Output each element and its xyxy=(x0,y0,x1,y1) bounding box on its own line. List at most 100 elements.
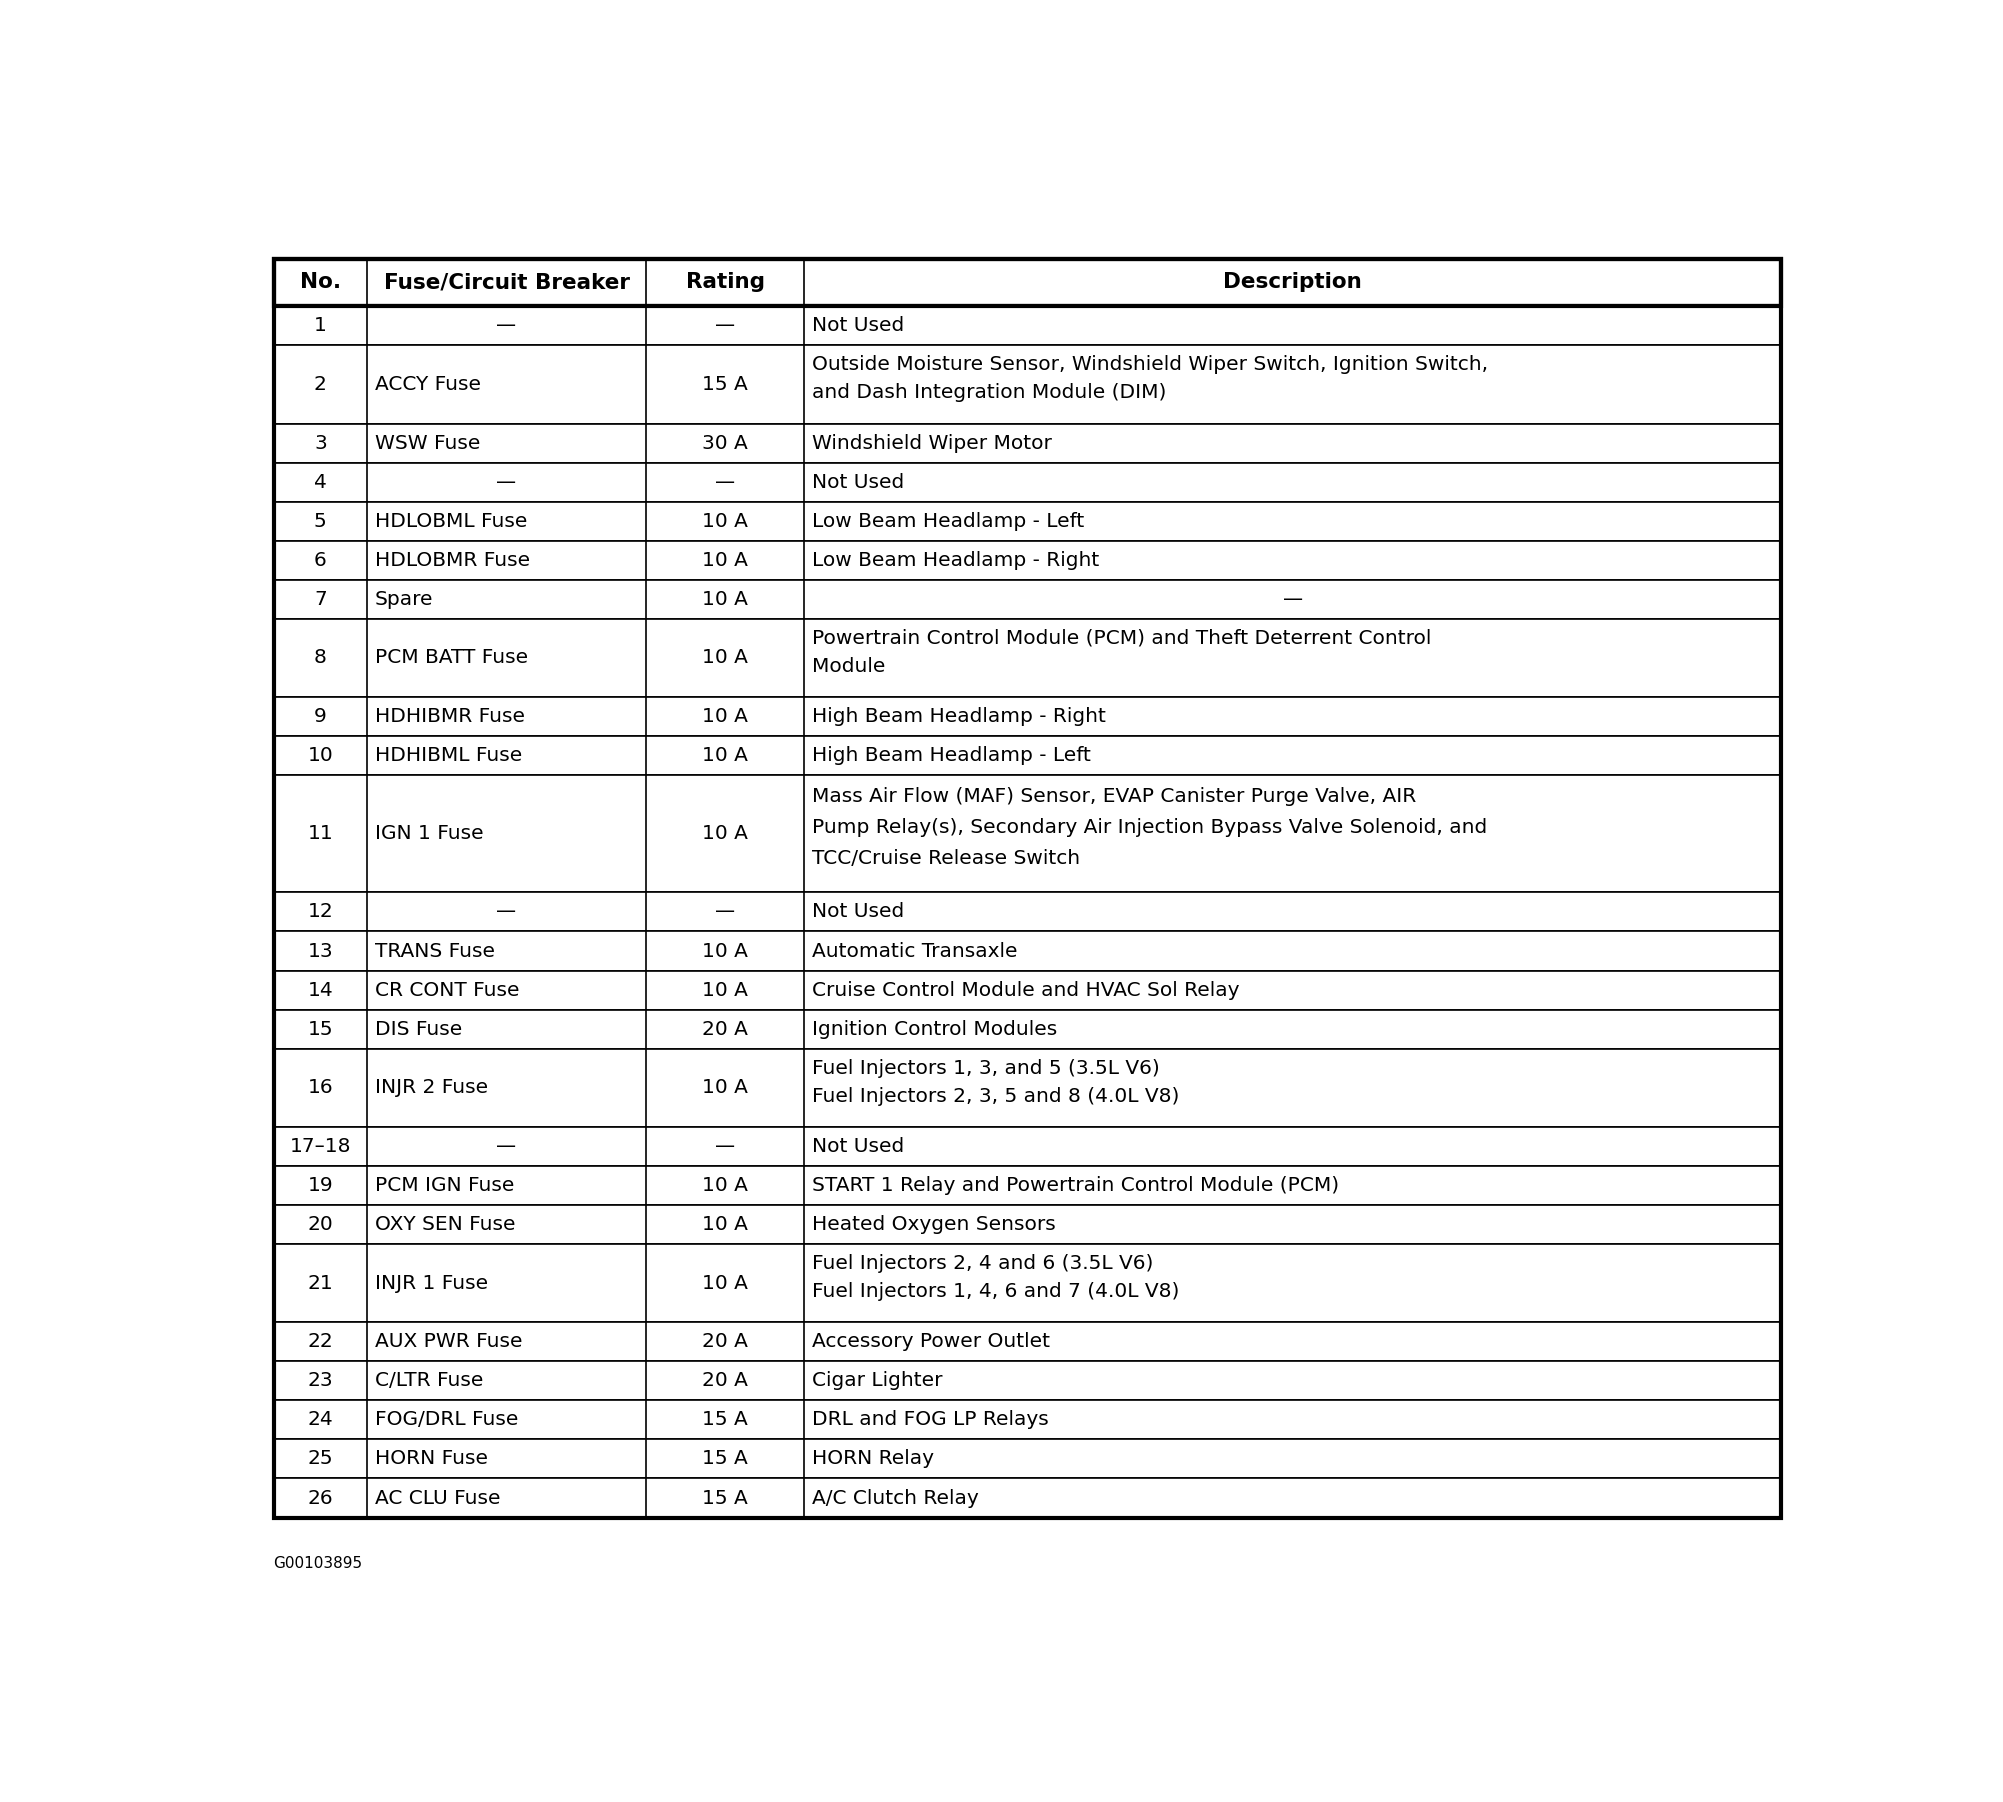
Text: —: — xyxy=(497,1137,517,1155)
Text: Module: Module xyxy=(811,658,885,676)
Text: 20 A: 20 A xyxy=(703,1332,747,1352)
Text: CR CONT Fuse: CR CONT Fuse xyxy=(375,980,519,1000)
Text: 14: 14 xyxy=(308,980,332,1000)
Text: Cigar Lighter: Cigar Lighter xyxy=(811,1371,943,1391)
Text: 10 A: 10 A xyxy=(703,941,747,960)
Text: Accessory Power Outlet: Accessory Power Outlet xyxy=(811,1332,1050,1352)
Text: INJR 1 Fuse: INJR 1 Fuse xyxy=(375,1274,489,1292)
Bar xyxy=(274,1243,1781,1323)
Text: Rating: Rating xyxy=(685,272,765,292)
Text: 19: 19 xyxy=(308,1177,332,1195)
Bar xyxy=(274,618,1781,697)
Text: —: — xyxy=(497,472,517,492)
Text: 10 A: 10 A xyxy=(703,824,747,843)
Text: and Dash Integration Module (DIM): and Dash Integration Module (DIM) xyxy=(811,384,1166,402)
Text: Not Used: Not Used xyxy=(811,903,903,921)
Text: Outside Moisture Sensor, Windshield Wiper Switch, Ignition Switch,: Outside Moisture Sensor, Windshield Wipe… xyxy=(811,355,1488,375)
Bar xyxy=(274,259,1781,306)
Bar xyxy=(274,423,1781,463)
Text: 11: 11 xyxy=(308,824,332,843)
Text: HORN Fuse: HORN Fuse xyxy=(375,1449,489,1469)
Text: Ignition Control Modules: Ignition Control Modules xyxy=(811,1020,1058,1038)
Text: Description: Description xyxy=(1224,272,1362,292)
Bar xyxy=(274,541,1781,580)
Text: Spare: Spare xyxy=(375,589,433,609)
Text: 15 A: 15 A xyxy=(703,1449,747,1469)
Text: 10 A: 10 A xyxy=(703,706,747,726)
Text: 4: 4 xyxy=(314,472,326,492)
Text: START 1 Relay and Powertrain Control Module (PCM): START 1 Relay and Powertrain Control Mod… xyxy=(811,1177,1340,1195)
Text: INJR 2 Fuse: INJR 2 Fuse xyxy=(375,1078,489,1097)
Text: 10 A: 10 A xyxy=(703,1274,747,1292)
Text: 22: 22 xyxy=(308,1332,332,1352)
Text: ACCY Fuse: ACCY Fuse xyxy=(375,375,481,395)
Bar xyxy=(274,501,1781,541)
Text: 7: 7 xyxy=(314,589,326,609)
Text: C/LTR Fuse: C/LTR Fuse xyxy=(375,1371,483,1391)
Text: 8: 8 xyxy=(314,649,326,667)
Bar xyxy=(274,697,1781,735)
Bar xyxy=(274,1049,1781,1126)
Text: WSW Fuse: WSW Fuse xyxy=(375,434,481,452)
Text: Fuel Injectors 2, 4 and 6 (3.5L V6): Fuel Injectors 2, 4 and 6 (3.5L V6) xyxy=(811,1254,1154,1272)
Text: 10 A: 10 A xyxy=(703,1177,747,1195)
Text: 13: 13 xyxy=(308,941,332,960)
Text: 15: 15 xyxy=(308,1020,332,1038)
Text: Heated Oxygen Sensors: Heated Oxygen Sensors xyxy=(811,1215,1056,1234)
Text: DRL and FOG LP Relays: DRL and FOG LP Relays xyxy=(811,1411,1050,1429)
Bar xyxy=(274,892,1781,932)
Text: Windshield Wiper Motor: Windshield Wiper Motor xyxy=(811,434,1052,452)
Text: —: — xyxy=(715,472,735,492)
Text: 25: 25 xyxy=(308,1449,332,1469)
Text: Fuse/Circuit Breaker: Fuse/Circuit Breaker xyxy=(383,272,629,292)
Text: —: — xyxy=(497,317,517,335)
Bar xyxy=(274,1400,1781,1440)
Text: PCM IGN Fuse: PCM IGN Fuse xyxy=(375,1177,515,1195)
Text: IGN 1 Fuse: IGN 1 Fuse xyxy=(375,824,483,843)
Bar xyxy=(274,775,1781,892)
Text: 20: 20 xyxy=(308,1215,332,1234)
Bar xyxy=(274,346,1781,423)
Text: 15 A: 15 A xyxy=(703,1488,747,1508)
Text: Fuel Injectors 1, 4, 6 and 7 (4.0L V8): Fuel Injectors 1, 4, 6 and 7 (4.0L V8) xyxy=(811,1281,1180,1301)
Text: 20 A: 20 A xyxy=(703,1020,747,1038)
Text: 10 A: 10 A xyxy=(703,512,747,532)
Text: Fuel Injectors 2, 3, 5 and 8 (4.0L V8): Fuel Injectors 2, 3, 5 and 8 (4.0L V8) xyxy=(811,1087,1180,1106)
Text: 2: 2 xyxy=(314,375,326,395)
Text: Powertrain Control Module (PCM) and Theft Deterrent Control: Powertrain Control Module (PCM) and Thef… xyxy=(811,629,1432,649)
Text: Mass Air Flow (MAF) Sensor, EVAP Canister Purge Valve, AIR: Mass Air Flow (MAF) Sensor, EVAP Caniste… xyxy=(811,787,1416,805)
Text: HDHIBML Fuse: HDHIBML Fuse xyxy=(375,746,523,766)
Text: 17–18: 17–18 xyxy=(290,1137,351,1155)
Text: TRANS Fuse: TRANS Fuse xyxy=(375,941,495,960)
Text: 10 A: 10 A xyxy=(703,980,747,1000)
Text: —: — xyxy=(715,317,735,335)
Bar xyxy=(274,1126,1781,1166)
Bar xyxy=(274,971,1781,1009)
Text: 3: 3 xyxy=(314,434,326,452)
Text: HORN Relay: HORN Relay xyxy=(811,1449,933,1469)
Text: —: — xyxy=(715,903,735,921)
Text: 10: 10 xyxy=(308,746,332,766)
Bar xyxy=(274,306,1781,346)
Text: 21: 21 xyxy=(308,1274,332,1292)
Bar xyxy=(274,1478,1781,1517)
Text: 6: 6 xyxy=(314,551,326,569)
Text: 16: 16 xyxy=(308,1078,332,1097)
Text: FOG/DRL Fuse: FOG/DRL Fuse xyxy=(375,1411,519,1429)
Bar xyxy=(274,1166,1781,1206)
Text: —: — xyxy=(1282,589,1302,609)
Text: HDLOBMR Fuse: HDLOBMR Fuse xyxy=(375,551,531,569)
Text: AUX PWR Fuse: AUX PWR Fuse xyxy=(375,1332,523,1352)
Text: 24: 24 xyxy=(308,1411,332,1429)
Text: Low Beam Headlamp - Left: Low Beam Headlamp - Left xyxy=(811,512,1084,532)
Text: G00103895: G00103895 xyxy=(274,1557,363,1571)
Text: 10 A: 10 A xyxy=(703,589,747,609)
Bar xyxy=(274,735,1781,775)
Text: 30 A: 30 A xyxy=(703,434,747,452)
Text: 15 A: 15 A xyxy=(703,1411,747,1429)
Text: HDHIBMR Fuse: HDHIBMR Fuse xyxy=(375,706,525,726)
Text: A/C Clutch Relay: A/C Clutch Relay xyxy=(811,1488,979,1508)
Bar xyxy=(274,1009,1781,1049)
Text: 9: 9 xyxy=(314,706,326,726)
Text: No.: No. xyxy=(300,272,341,292)
